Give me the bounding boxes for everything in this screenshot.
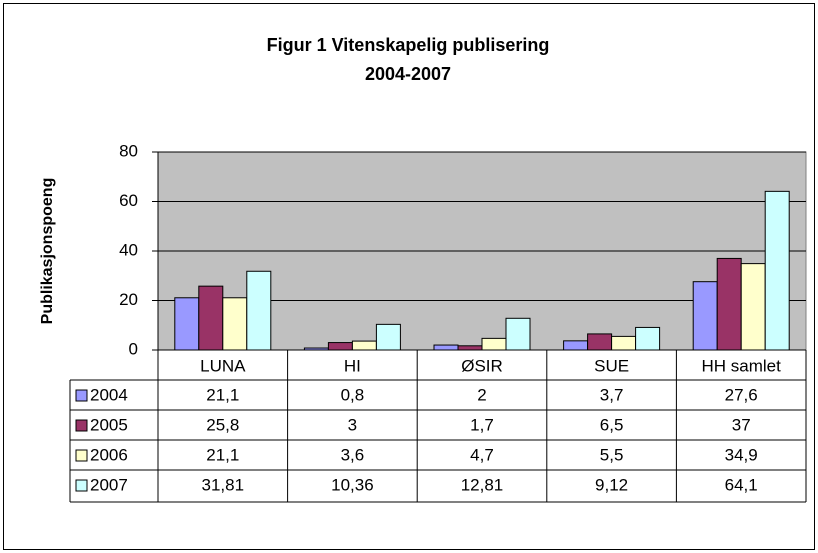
bar — [246, 270, 272, 351]
table-value: 6,5 — [600, 415, 624, 434]
y-tick-label: 20 — [119, 290, 138, 309]
legend-label: 2007 — [90, 475, 128, 494]
table-value: 27,6 — [725, 385, 758, 404]
bar — [692, 281, 718, 351]
table-value: 4,7 — [470, 445, 494, 464]
bar — [611, 335, 637, 351]
bar — [174, 297, 200, 351]
legend-key — [75, 389, 88, 402]
bar — [505, 317, 531, 351]
bar — [587, 333, 613, 351]
table-value: 1,7 — [470, 415, 494, 434]
bar — [303, 347, 329, 351]
table-value: 12,81 — [461, 475, 504, 494]
y-tick-label: 0 — [129, 339, 138, 358]
bar — [563, 340, 589, 351]
legend-label: 2004 — [90, 385, 128, 404]
bar — [457, 345, 483, 351]
legend-label: 2006 — [90, 445, 128, 464]
legend-label: 2005 — [90, 415, 128, 434]
table-value: 37 — [732, 415, 751, 434]
table-value: 21,1 — [206, 385, 239, 404]
table-value: 31,81 — [202, 475, 245, 494]
legend-key — [75, 479, 88, 492]
bar — [327, 342, 353, 351]
bar — [764, 190, 790, 351]
bar — [222, 297, 248, 351]
y-tick-label: 40 — [119, 240, 138, 259]
bar — [716, 257, 742, 351]
table-value: 3 — [348, 415, 357, 434]
table-value: 10,36 — [331, 475, 374, 494]
x-tick-label: ØSIR — [461, 356, 503, 375]
legend-key — [75, 419, 88, 432]
table-value: 0,8 — [341, 385, 365, 404]
bar — [433, 344, 459, 351]
chart-title: Figur 1 Vitenskapelig publisering — [267, 35, 550, 55]
table-value: 64,1 — [725, 475, 758, 494]
y-axis-title: Publikasjonspoeng — [39, 178, 56, 325]
table-value: 34,9 — [725, 445, 758, 464]
bar — [375, 323, 401, 351]
table-value: 25,8 — [206, 415, 239, 434]
table-value: 9,12 — [595, 475, 628, 494]
table-value: 5,5 — [600, 445, 624, 464]
bar — [635, 326, 661, 351]
table-value: 21,1 — [206, 445, 239, 464]
x-tick-label: HI — [344, 356, 361, 375]
x-tick-label: SUE — [594, 356, 629, 375]
x-tick-label: HH samlet — [702, 356, 782, 375]
bar — [481, 337, 507, 351]
y-tick-label: 80 — [119, 141, 138, 160]
table-value: 2 — [477, 385, 486, 404]
bar — [740, 263, 766, 351]
table-value: 3,7 — [600, 385, 624, 404]
bar — [198, 285, 224, 351]
x-tick-label: LUNA — [200, 356, 246, 375]
table-value: 3,6 — [341, 445, 365, 464]
y-tick-label: 60 — [119, 191, 138, 210]
legend-key — [75, 449, 88, 462]
chart-subtitle: 2004-2007 — [365, 64, 451, 84]
bar — [351, 340, 377, 351]
